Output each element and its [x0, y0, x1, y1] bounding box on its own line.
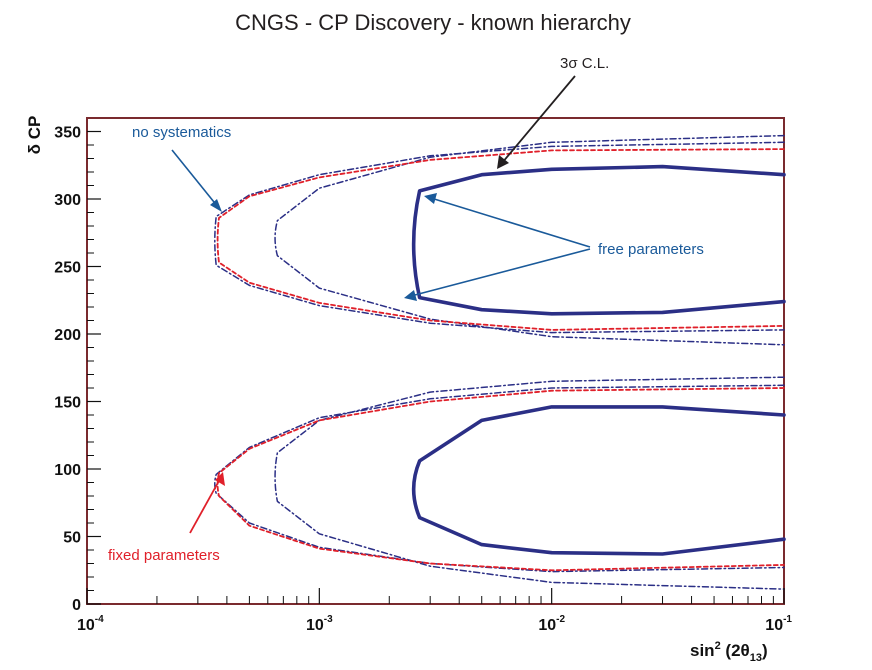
annotation-fixed-parameters: fixed parameters: [108, 547, 220, 564]
contour-free-parameters-0: [411, 164, 786, 316]
x-tick-label: 10-2: [538, 614, 565, 634]
x-tick-label: 10-4: [77, 614, 104, 634]
contour-fixed-parameters-2: [274, 134, 785, 346]
y-tick-label: 250: [54, 260, 81, 277]
y-tick-label: 0: [72, 597, 81, 614]
contour-curves: [214, 134, 786, 590]
arrow-free-parameters-lower-head: [404, 290, 417, 301]
annotation-free-parameters: free parameters: [598, 241, 704, 258]
y-axis-label: δ CP: [25, 116, 44, 155]
arrow-fixed-parameters-head: [215, 472, 225, 486]
x-axis-label: sin2 (2θ13): [690, 640, 768, 664]
contour-no-systematics-5: [214, 384, 785, 573]
contour-no-systematics-4: [214, 141, 785, 334]
x-axis: 10-4 10-3 10-2 10-1: [77, 588, 792, 634]
contour-fixed-parameters-6: [216, 148, 785, 331]
arrow-free-parameters-upper: [430, 197, 591, 248]
arrow-free-parameters-lower: [410, 248, 591, 297]
arrow-3sigma-head: [497, 155, 509, 169]
y-tick-label: 50: [63, 530, 81, 547]
arrow-no-systematics: [171, 149, 219, 208]
arrow-no-systematics-head: [210, 199, 222, 212]
chart-title: CNGS - CP Discovery - known hierarchy: [235, 10, 631, 35]
arrow-free-parameters-upper-head: [424, 193, 437, 204]
annotation-3sigma: 3σ C.L.: [560, 55, 609, 72]
x-tick-label: 10-3: [306, 614, 333, 634]
y-axis: 0 50 100 150 200 250 300 350: [54, 125, 101, 614]
contour-free-parameters-1: [411, 405, 786, 556]
y-tick-label: 200: [54, 327, 81, 344]
arrow-3sigma: [501, 75, 576, 164]
y-tick-label: 300: [54, 192, 81, 209]
x-tick-label: 10-1: [765, 614, 792, 634]
arrow-fixed-parameters: [189, 478, 221, 534]
y-tick-label: 100: [54, 462, 81, 479]
annotation-no-systematics: no systematics: [132, 124, 231, 141]
y-tick-label: 150: [54, 395, 81, 412]
y-tick-label: 350: [54, 125, 81, 142]
